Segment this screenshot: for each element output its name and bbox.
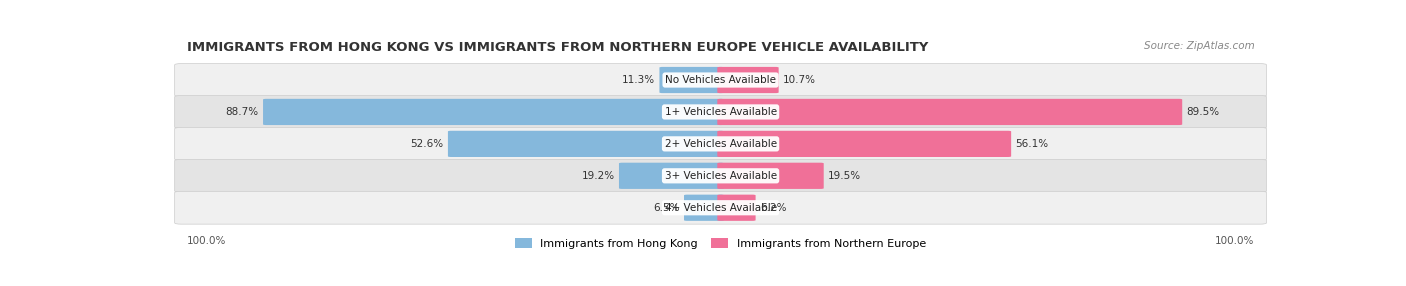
Text: 89.5%: 89.5% [1187,107,1219,117]
FancyBboxPatch shape [717,131,1011,157]
Text: Source: ZipAtlas.com: Source: ZipAtlas.com [1143,41,1254,51]
FancyBboxPatch shape [683,195,724,221]
Text: IMMIGRANTS FROM HONG KONG VS IMMIGRANTS FROM NORTHERN EUROPE VEHICLE AVAILABILIT: IMMIGRANTS FROM HONG KONG VS IMMIGRANTS … [187,41,928,54]
FancyBboxPatch shape [619,163,724,189]
FancyBboxPatch shape [717,67,779,93]
FancyBboxPatch shape [263,99,724,125]
Text: No Vehicles Available: No Vehicles Available [665,75,776,85]
Text: 88.7%: 88.7% [225,107,259,117]
Text: 52.6%: 52.6% [411,139,443,149]
FancyBboxPatch shape [717,99,1182,125]
FancyBboxPatch shape [174,191,1267,224]
Text: 19.5%: 19.5% [828,171,862,181]
FancyBboxPatch shape [717,163,824,189]
Text: 4+ Vehicles Available: 4+ Vehicles Available [665,203,776,213]
FancyBboxPatch shape [717,195,755,221]
Text: 1+ Vehicles Available: 1+ Vehicles Available [665,107,776,117]
Text: 11.3%: 11.3% [621,75,655,85]
FancyBboxPatch shape [659,67,724,93]
Text: 6.2%: 6.2% [761,203,786,213]
Text: 3+ Vehicles Available: 3+ Vehicles Available [665,171,776,181]
FancyBboxPatch shape [174,159,1267,192]
Text: 10.7%: 10.7% [783,75,815,85]
Legend: Immigrants from Hong Kong, Immigrants from Northern Europe: Immigrants from Hong Kong, Immigrants fr… [510,234,931,253]
Text: 19.2%: 19.2% [582,171,614,181]
Text: 100.0%: 100.0% [187,236,226,246]
FancyBboxPatch shape [174,63,1267,96]
FancyBboxPatch shape [174,96,1267,128]
FancyBboxPatch shape [449,131,724,157]
Text: 6.5%: 6.5% [654,203,679,213]
Text: 2+ Vehicles Available: 2+ Vehicles Available [665,139,776,149]
FancyBboxPatch shape [174,128,1267,160]
Text: 56.1%: 56.1% [1015,139,1049,149]
Text: 100.0%: 100.0% [1215,236,1254,246]
